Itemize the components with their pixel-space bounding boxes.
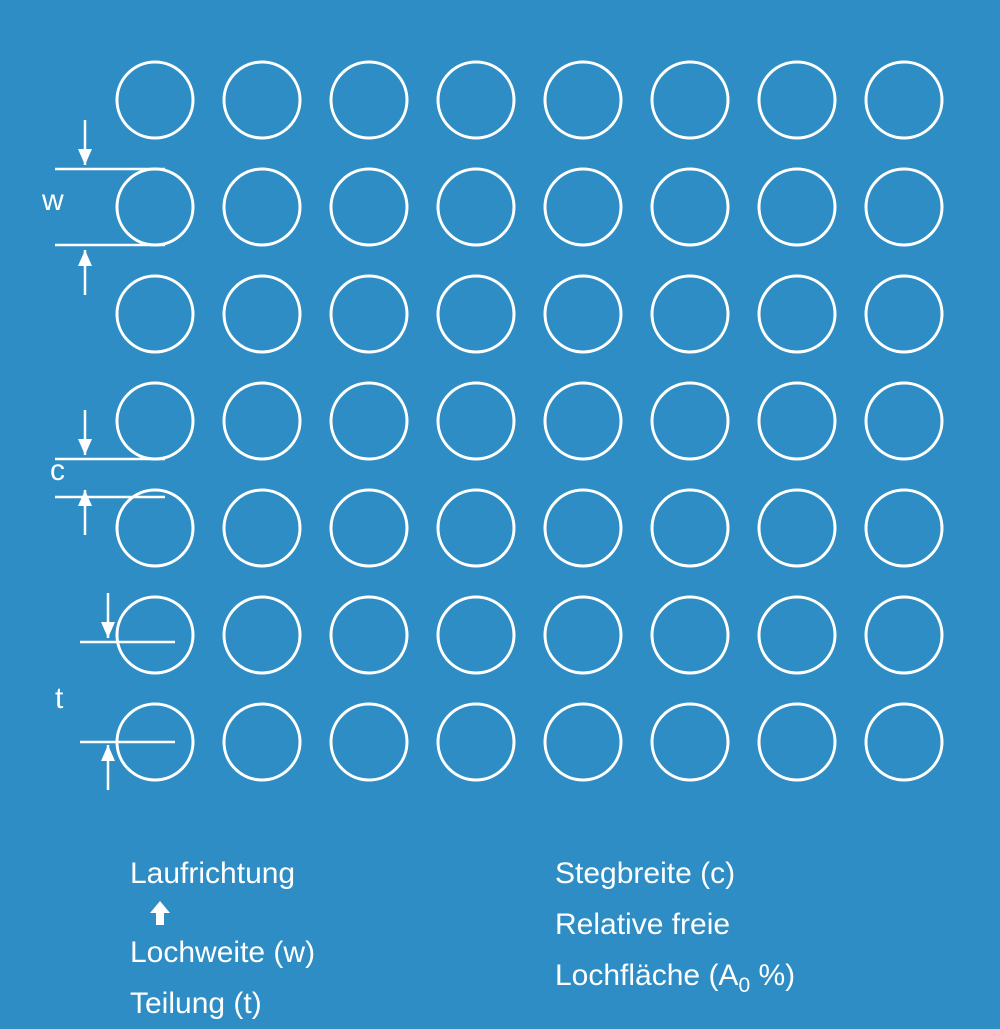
legend-item: Relative freie [555,899,795,950]
dim-label-w: w [42,184,64,218]
dim-label-t: t [55,682,63,716]
legend-item: Stegbreite (c) [555,848,795,899]
dim-label-c: c [50,454,65,488]
legend-item: Teilung (t) [130,978,315,1029]
legend-right: Stegbreite (c)Relative freieLochfläche (… [555,848,795,1004]
legend-item: Lochweite (w) [130,927,315,978]
up-arrow-icon [148,899,172,927]
legend-left: LaufrichtungLochweite (w)Teilung (t) [130,848,315,1029]
perforation-diagram [0,0,1000,830]
legend-item: Laufrichtung [130,848,315,927]
legend-item: Lochfläche (A0 %) [555,950,795,1004]
